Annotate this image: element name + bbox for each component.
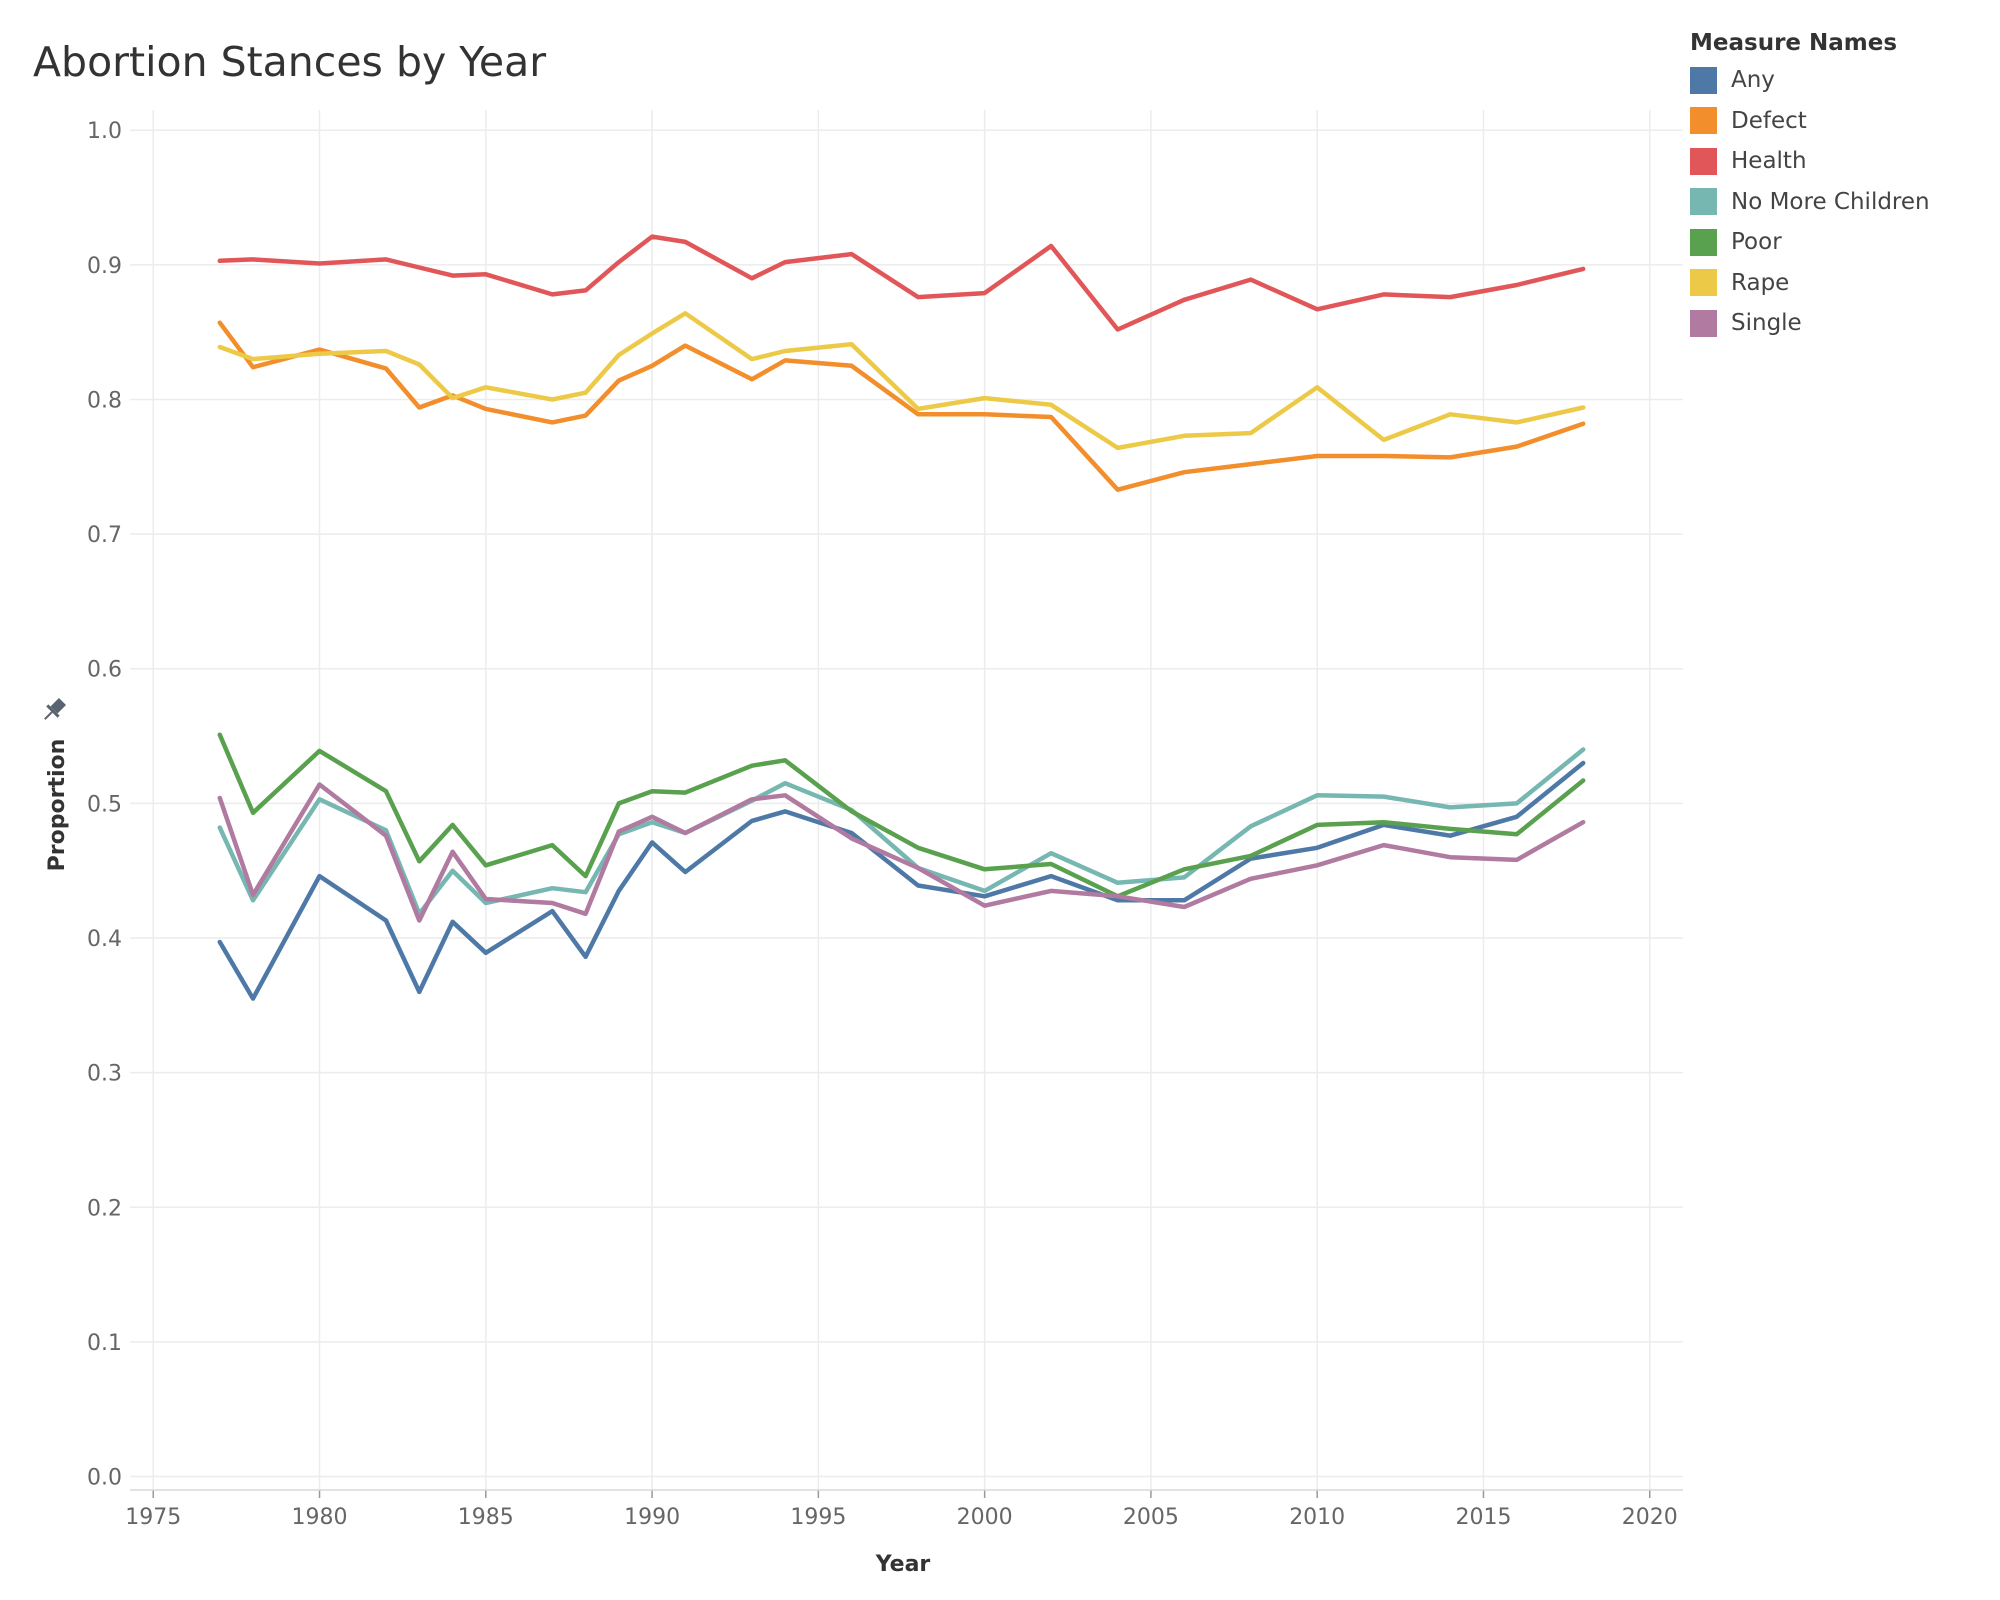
- legend-label: Any: [1731, 67, 1775, 94]
- x-axis-title: Year: [875, 1552, 931, 1577]
- series-line-poor: [217, 732, 1586, 899]
- x-tick-label: 2000: [957, 1505, 1013, 1530]
- legend-swatch: [1690, 228, 1717, 256]
- pin-icon-needle: [44, 711, 53, 720]
- y-tick-label: 0.3: [87, 1062, 122, 1087]
- x-tick-label: 2010: [1289, 1505, 1345, 1530]
- axis-labels: 0.0 0.1 0.2 0.3 0.4 0.5 0.6 0.7 0.8 0.9 1.0 1975 198…: [44, 119, 1678, 1577]
- x-tick-label: 1980: [292, 1505, 348, 1530]
- legend-item-poor[interactable]: Poor: [1690, 222, 1930, 263]
- y-tick-label: 1.0: [87, 119, 122, 144]
- series-lines: [217, 234, 1586, 1001]
- series-line-health: [217, 234, 1586, 332]
- legend-swatch: [1690, 188, 1717, 216]
- x-tick-label: 2020: [1622, 1505, 1678, 1530]
- pin-icon-body: [50, 697, 67, 714]
- x-tick-label: 1995: [790, 1505, 846, 1530]
- legend-item-no-more-children[interactable]: No More Children: [1690, 182, 1930, 223]
- series-line-single: [217, 782, 1586, 923]
- x-tick-label: 2005: [1123, 1505, 1179, 1530]
- y-axis-title-group: Proportion: [45, 739, 70, 872]
- y-tick-label: 0.6: [87, 658, 122, 683]
- series-line-no-more-children: [217, 747, 1586, 917]
- legend-label: Health: [1731, 148, 1807, 175]
- y-tick-label: 0.2: [87, 1196, 122, 1221]
- x-tick-label: 1975: [125, 1505, 181, 1530]
- legend-swatch: [1690, 147, 1717, 175]
- legend-label: Single: [1731, 310, 1802, 337]
- y-tick-label: 0.4: [87, 927, 122, 952]
- legend-label: No More Children: [1731, 188, 1930, 215]
- legend-swatch: [1690, 66, 1717, 94]
- legend-item-any[interactable]: Any: [1690, 60, 1930, 101]
- y-tick-label: 0.1: [87, 1331, 122, 1356]
- legend-swatch: [1690, 269, 1717, 297]
- legend-item-rape[interactable]: Rape: [1690, 263, 1930, 304]
- series-line-defect: [217, 320, 1586, 492]
- legend-swatch: [1690, 309, 1717, 337]
- legend-item-single[interactable]: Single: [1690, 303, 1930, 344]
- legend-item-defect[interactable]: Defect: [1690, 101, 1930, 142]
- legend-swatch: [1690, 107, 1717, 135]
- axes: [130, 1489, 1683, 1498]
- x-tick-label: 2015: [1455, 1505, 1511, 1530]
- legend: Measure Names Any Defect Health No More Chi…: [1690, 30, 1930, 344]
- pin-icon-base: [46, 704, 60, 718]
- y-tick-label: 0.7: [87, 523, 122, 548]
- chart-title: Abortion Stances by Year: [33, 38, 547, 86]
- series-line-rape: [217, 311, 1586, 451]
- legend-item-health[interactable]: Health: [1690, 141, 1930, 182]
- grid-lines: [130, 110, 1683, 1490]
- legend-title: Measure Names: [1690, 30, 1898, 56]
- y-axis-title: Proportion: [45, 739, 70, 872]
- legend-items: Any Defect Health No More Children Poor Rape S…: [1690, 60, 1930, 344]
- legend-label: Defect: [1731, 107, 1807, 134]
- legend-label: Rape: [1731, 269, 1790, 296]
- y-tick-label: 0.5: [87, 792, 122, 817]
- x-tick-label: 1985: [458, 1505, 514, 1530]
- series-line-any: [217, 760, 1586, 1001]
- y-tick-label: 0.9: [87, 254, 122, 279]
- y-tick-label: 0.0: [87, 1466, 122, 1491]
- pin-icon: [44, 697, 67, 720]
- legend-label: Poor: [1731, 229, 1782, 256]
- y-tick-label: 0.8: [87, 388, 122, 413]
- x-tick-label: 1990: [624, 1505, 680, 1530]
